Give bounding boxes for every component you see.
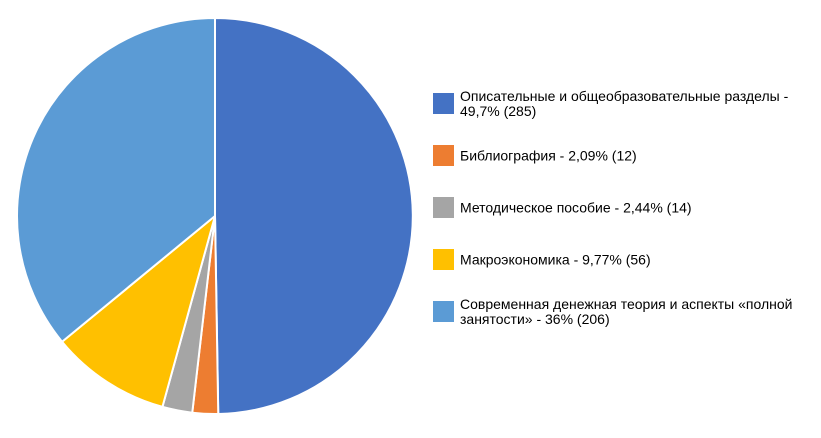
legend-marker-5 xyxy=(433,301,454,322)
legend-item-4: Макроэкономика - 9,77% (56) xyxy=(433,249,651,270)
legend-marker-4 xyxy=(433,249,454,270)
legend-marker-3 xyxy=(433,197,454,218)
legend-label-4: Макроэкономика - 9,77% (56) xyxy=(460,252,651,268)
legend-item-1: Описательные и общеобразовательные разде… xyxy=(433,88,789,119)
legend-item-2: Библиография - 2,09% (12) xyxy=(433,145,637,166)
pie-slice-1 xyxy=(214,17,414,415)
legend-label-3: Методическое пособие - 2,44% (14) xyxy=(460,200,692,216)
legend-label-2: Библиография - 2,09% (12) xyxy=(460,148,637,164)
pie-slices xyxy=(16,17,414,415)
legend-item-5: Современная денежная теория и аспекты «п… xyxy=(433,296,792,327)
legend-label-5: Современная денежная теория и аспекты «п… xyxy=(460,296,792,327)
pie-slice-5 xyxy=(16,17,216,343)
legend-label-1: Описательные и общеобразовательные разде… xyxy=(460,88,789,119)
legend: Описательные и общеобразовательные разде… xyxy=(433,88,792,327)
legend-marker-2 xyxy=(433,145,454,166)
legend-marker-1 xyxy=(433,93,454,114)
legend-item-3: Методическое пособие - 2,44% (14) xyxy=(433,197,692,218)
pie-slice-4 xyxy=(61,215,216,408)
